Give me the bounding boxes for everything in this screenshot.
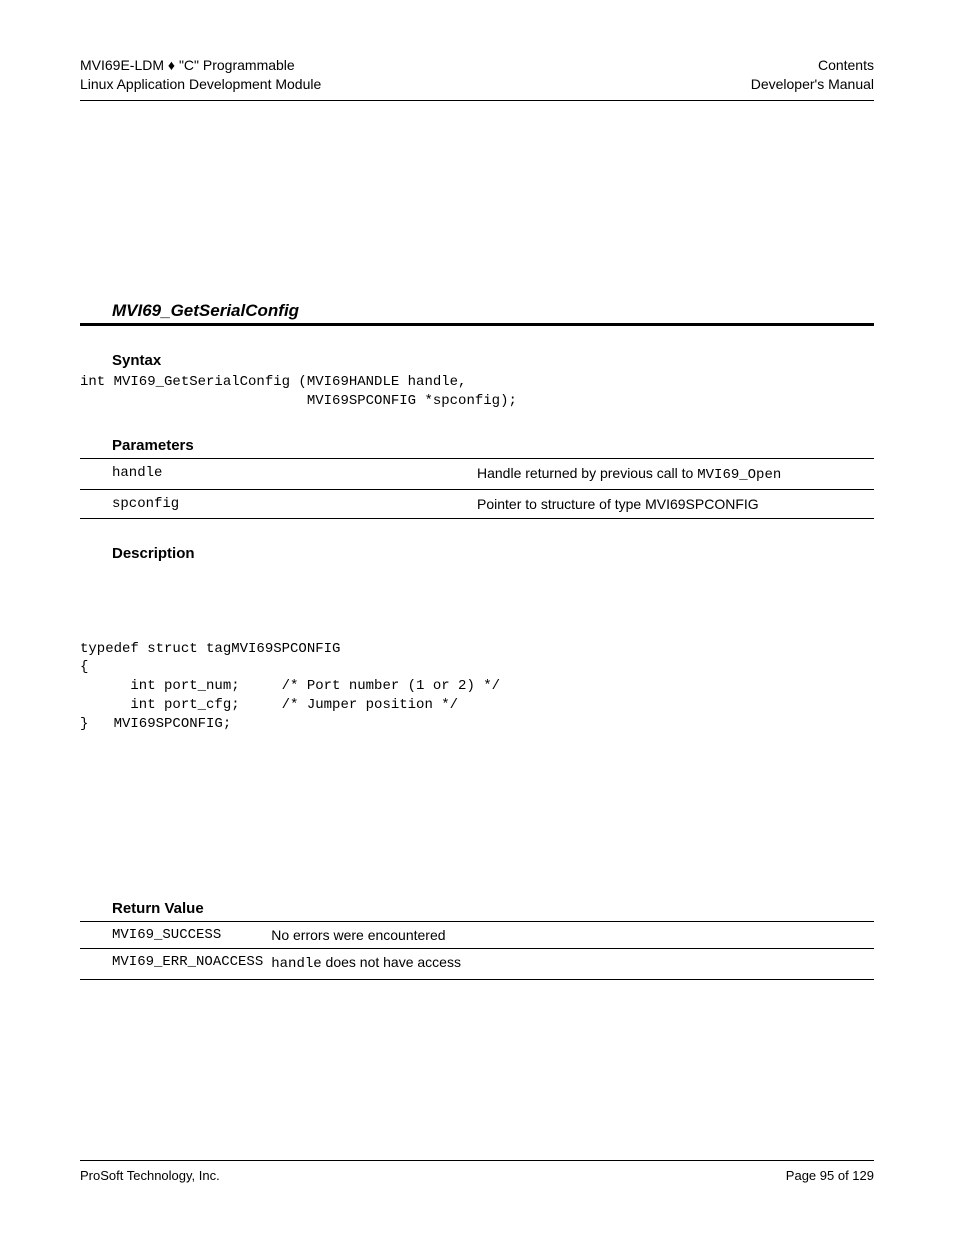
parameters-table: handle Handle returned by previous call … bbox=[80, 458, 874, 519]
return-value-heading: Return Value bbox=[80, 900, 874, 917]
section-title: MVI69_GetSerialConfig bbox=[80, 301, 874, 323]
table-row: spconfig Pointer to structure of type MV… bbox=[80, 489, 874, 518]
header-left: MVI69E-LDM ♦ "C" Programmable Linux Appl… bbox=[80, 56, 321, 94]
section-title-row: MVI69_GetSerialConfig bbox=[80, 301, 874, 326]
return-desc: No errors were encountered bbox=[263, 922, 874, 949]
page: MVI69E-LDM ♦ "C" Programmable Linux Appl… bbox=[0, 0, 954, 1235]
header-left-line2: Linux Application Development Module bbox=[80, 75, 321, 94]
syntax-heading: Syntax bbox=[80, 352, 874, 369]
description-heading: Description bbox=[80, 545, 874, 562]
parameters-heading: Parameters bbox=[80, 437, 874, 454]
return-code: MVI69_ERR_NOACCESS bbox=[80, 949, 263, 980]
table-row: MVI69_ERR_NOACCESS handle does not have … bbox=[80, 949, 874, 980]
param-desc: Handle returned by previous call to MVI6… bbox=[477, 458, 874, 489]
header-right: Contents Developer's Manual bbox=[751, 56, 874, 94]
footer-right-line1: Page 95 of 129 bbox=[786, 1167, 874, 1185]
page-header: MVI69E-LDM ♦ "C" Programmable Linux Appl… bbox=[80, 56, 874, 101]
return-desc-text: No errors were encountered bbox=[271, 927, 445, 943]
spacer bbox=[80, 734, 874, 874]
description-code: typedef struct tagMVI69SPCONFIG { int po… bbox=[80, 640, 874, 734]
table-row: MVI69_SUCCESS No errors were encountered bbox=[80, 922, 874, 949]
syntax-code: int MVI69_GetSerialConfig (MVI69HANDLE h… bbox=[80, 373, 874, 411]
footer-right: Page 95 of 129 bbox=[786, 1167, 874, 1185]
return-desc-code: handle bbox=[271, 956, 321, 972]
param-desc-code: MVI69_Open bbox=[697, 467, 781, 483]
param-desc-prefix: Handle returned by previous call to bbox=[477, 465, 697, 481]
return-desc-suffix: does not have access bbox=[322, 954, 461, 970]
param-desc-prefix: Pointer to structure of type MVI69SPCONF… bbox=[477, 496, 759, 512]
param-desc: Pointer to structure of type MVI69SPCONF… bbox=[477, 489, 874, 518]
page-footer: ProSoft Technology, Inc. Page 95 of 129 bbox=[80, 1160, 874, 1185]
return-value-table: MVI69_SUCCESS No errors were encountered… bbox=[80, 921, 874, 980]
footer-left: ProSoft Technology, Inc. bbox=[80, 1167, 220, 1185]
header-right-line2: Developer's Manual bbox=[751, 75, 874, 94]
param-name: spconfig bbox=[80, 489, 477, 518]
description-spacer bbox=[80, 566, 874, 636]
header-right-line1: Contents bbox=[751, 56, 874, 75]
return-desc: handle does not have access bbox=[263, 949, 874, 980]
header-left-line1: MVI69E-LDM ♦ "C" Programmable bbox=[80, 56, 321, 75]
footer-left-line1: ProSoft Technology, Inc. bbox=[80, 1167, 220, 1185]
param-name: handle bbox=[80, 458, 477, 489]
return-code: MVI69_SUCCESS bbox=[80, 922, 263, 949]
table-row: handle Handle returned by previous call … bbox=[80, 458, 874, 489]
